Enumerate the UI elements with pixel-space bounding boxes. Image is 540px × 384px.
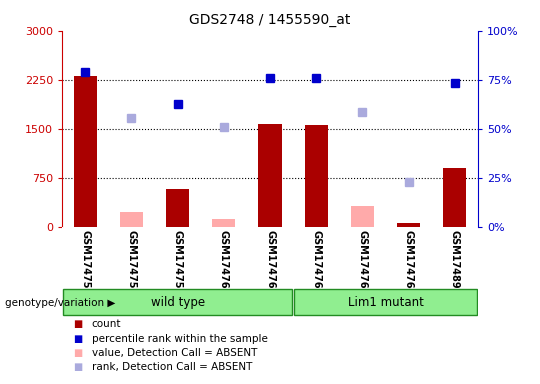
Bar bbox=[73, 76, 97, 227]
Bar bbox=[443, 168, 467, 227]
Text: percentile rank within the sample: percentile rank within the sample bbox=[92, 334, 268, 344]
Bar bbox=[305, 126, 328, 227]
Text: Lim1 mutant: Lim1 mutant bbox=[348, 296, 423, 309]
Bar bbox=[259, 124, 281, 227]
Text: GSM174764: GSM174764 bbox=[403, 230, 414, 295]
Text: ■: ■ bbox=[73, 362, 82, 372]
Text: GDS2748 / 1455590_at: GDS2748 / 1455590_at bbox=[190, 13, 350, 27]
Bar bbox=[63, 290, 292, 315]
Text: wild type: wild type bbox=[151, 296, 205, 309]
Bar bbox=[294, 290, 477, 315]
Bar bbox=[351, 206, 374, 227]
Text: GSM174760: GSM174760 bbox=[219, 230, 229, 295]
Text: GSM174761: GSM174761 bbox=[265, 230, 275, 295]
Bar bbox=[166, 189, 189, 227]
Text: genotype/variation ▶: genotype/variation ▶ bbox=[5, 298, 116, 308]
Bar bbox=[120, 212, 143, 227]
Text: ■: ■ bbox=[73, 348, 82, 358]
Text: count: count bbox=[92, 319, 122, 329]
Text: GSM174891: GSM174891 bbox=[450, 230, 460, 295]
Text: GSM174757: GSM174757 bbox=[80, 230, 90, 295]
Text: ■: ■ bbox=[73, 334, 82, 344]
Text: value, Detection Call = ABSENT: value, Detection Call = ABSENT bbox=[92, 348, 257, 358]
Text: GSM174763: GSM174763 bbox=[357, 230, 367, 295]
Text: GSM174759: GSM174759 bbox=[173, 230, 183, 295]
Text: ■: ■ bbox=[73, 319, 82, 329]
Text: GSM174758: GSM174758 bbox=[126, 230, 137, 295]
Bar bbox=[212, 219, 235, 227]
Text: rank, Detection Call = ABSENT: rank, Detection Call = ABSENT bbox=[92, 362, 252, 372]
Text: GSM174762: GSM174762 bbox=[311, 230, 321, 295]
Bar bbox=[397, 223, 420, 227]
